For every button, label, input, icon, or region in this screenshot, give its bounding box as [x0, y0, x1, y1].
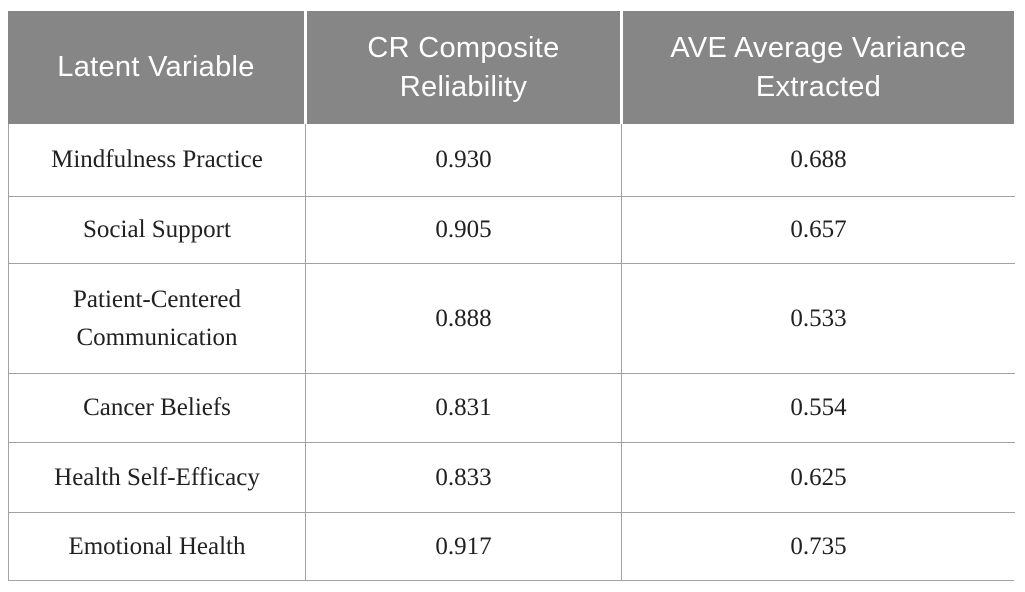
reliability-validity-table: Latent Variable CR Composite Reliability…	[8, 11, 1015, 581]
table-cell-cr: 0.831	[305, 373, 621, 442]
column-header-latent-variable: Latent Variable	[8, 11, 304, 124]
table-cell-cr: 0.930	[305, 124, 621, 196]
table-cell-cr: 0.905	[305, 196, 621, 263]
table-cell-ave: 0.735	[621, 512, 1015, 580]
column-header-average-variance-extracted: AVE Average Variance Extracted	[620, 11, 1014, 124]
table-cell-variable: Patient-Centered Communication	[9, 263, 305, 373]
table-cell-ave: 0.533	[621, 263, 1015, 373]
table-cell-ave: 0.657	[621, 196, 1015, 263]
table-body: Mindfulness Practice 0.930 0.688 Social …	[8, 124, 1015, 581]
table-cell-variable: Emotional Health	[9, 512, 305, 580]
table-cell-cr: 0.833	[305, 442, 621, 512]
table-cell-ave: 0.554	[621, 373, 1015, 442]
column-header-composite-reliability: CR Composite Reliability	[304, 11, 620, 124]
table-cell-variable: Cancer Beliefs	[9, 373, 305, 442]
table-cell-variable: Mindfulness Practice	[9, 124, 305, 196]
table-cell-variable: Health Self-Efficacy	[9, 442, 305, 512]
table-header-row: Latent Variable CR Composite Reliability…	[8, 11, 1014, 124]
table-cell-ave: 0.625	[621, 442, 1015, 512]
table-cell-variable: Social Support	[9, 196, 305, 263]
table-cell-cr: 0.917	[305, 512, 621, 580]
table-cell-cr: 0.888	[305, 263, 621, 373]
table-cell-ave: 0.688	[621, 124, 1015, 196]
